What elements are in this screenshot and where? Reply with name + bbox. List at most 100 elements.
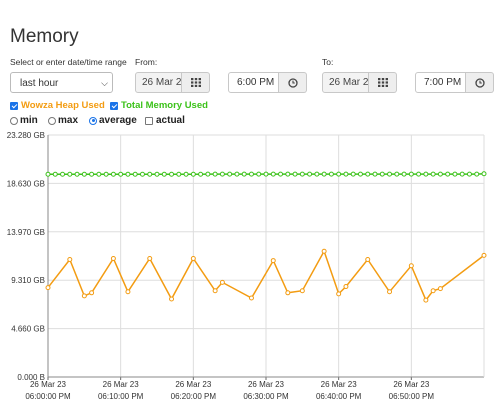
legend-total-toggle[interactable]: Total Memory Used (110, 100, 208, 111)
mode-min-option[interactable]: min (10, 115, 38, 126)
total-memory-used-point (103, 171, 109, 177)
wowza-heap-used-point (67, 257, 73, 263)
mode-average-option[interactable]: average (89, 115, 137, 126)
total-memory-used-point (445, 171, 451, 177)
total-memory-used-point (110, 171, 116, 177)
chevron-down-icon: ⌵ (101, 78, 108, 88)
wowza-heap-used-point (299, 288, 305, 294)
from-calendar-button[interactable] (182, 72, 210, 93)
total-checkbox[interactable] (110, 101, 118, 110)
total-memory-used-point (147, 171, 153, 177)
range-select-value: last hour (20, 78, 59, 89)
total-memory-used-point (60, 171, 66, 177)
wowza-heap-used-point (212, 288, 218, 294)
wowza-heap-used-point (481, 252, 487, 258)
total-memory-used-point (176, 171, 182, 177)
page-title: Memory (10, 26, 79, 47)
y-tick-label: 0.000 B (17, 373, 45, 382)
x-tick-label-time: 06:50:00 PM (389, 392, 435, 401)
total-memory-used-point (474, 171, 480, 177)
mode-max-radio[interactable] (48, 116, 56, 125)
heap-checkbox[interactable] (10, 101, 18, 110)
total-memory-used-point (81, 171, 87, 177)
total-memory-used-point (416, 171, 422, 177)
total-memory-used-point (139, 171, 145, 177)
x-tick-label-date: 26 Mar 23 (103, 380, 140, 389)
total-memory-used-point (328, 171, 334, 177)
total-memory-used-point (67, 171, 73, 177)
total-memory-used-point (52, 171, 58, 177)
y-tick-label: 9.310 GB (11, 276, 45, 285)
wowza-heap-used-point (89, 290, 95, 296)
total-memory-used-point (270, 171, 276, 177)
total-memory-used-point (256, 171, 262, 177)
total-memory-used-point (394, 171, 400, 177)
total-memory-used-point (132, 171, 138, 177)
total-memory-used-point (379, 171, 385, 177)
total-memory-used-point (227, 171, 233, 177)
total-memory-used-point (430, 171, 436, 177)
wowza-heap-used-point (219, 279, 225, 285)
total-memory-used-point (154, 171, 160, 177)
wowza-heap-used-point (437, 286, 443, 292)
total-memory-used-point (96, 171, 102, 177)
total-memory-used-point (423, 171, 429, 177)
x-tick-label-time: 06:00:00 PM (25, 392, 71, 401)
legend-heap-toggle[interactable]: Wowza Heap Used (10, 100, 105, 111)
total-memory-used-point (350, 171, 356, 177)
total-memory-used-point (198, 171, 204, 177)
from-date-input[interactable]: 26 Mar 2 (135, 72, 182, 93)
total-memory-used-point (118, 171, 124, 177)
x-tick-label-date: 26 Mar 23 (248, 380, 285, 389)
total-memory-used-point (336, 171, 342, 177)
x-tick-label-date: 26 Mar 23 (30, 380, 67, 389)
to-time-input[interactable]: 7:00 PM (415, 72, 466, 93)
to-time-button[interactable] (466, 72, 494, 93)
wowza-heap-used-point (423, 297, 429, 303)
total-memory-used-point (357, 171, 363, 177)
total-memory-used-point (343, 171, 349, 177)
wowza-heap-used-point (336, 291, 342, 297)
wowza-heap-used-point (45, 285, 51, 291)
wowza-heap-used-point (248, 295, 254, 301)
mode-max-option[interactable]: max (48, 115, 78, 126)
total-memory-used-point (452, 171, 458, 177)
mode-average-radio[interactable] (89, 116, 97, 125)
calendar-grid-icon (377, 78, 388, 87)
mode-max-label: max (58, 115, 79, 126)
wowza-heap-used-point (285, 290, 291, 296)
wowza-heap-used-point (147, 255, 153, 261)
wowza-heap-used-point (169, 296, 175, 302)
total-memory-used-point (372, 171, 378, 177)
clock-icon (474, 77, 485, 88)
x-tick-label-date: 26 Mar 23 (321, 380, 358, 389)
total-memory-used-point (321, 171, 327, 177)
range-label: Select or enter date/time range (10, 57, 127, 67)
wowza-heap-used-point (321, 248, 327, 254)
mode-actual-checkbox[interactable] (145, 116, 153, 125)
total-memory-used-point (365, 171, 371, 177)
total-memory-used-point (190, 171, 196, 177)
mode-min-radio[interactable] (10, 116, 18, 125)
mode-actual-label: actual (156, 115, 185, 126)
total-memory-used-point (234, 171, 240, 177)
to-calendar-button[interactable] (369, 72, 397, 93)
wowza-heap-used-point (343, 284, 349, 290)
wowza-heap-used-point (430, 288, 436, 294)
total-memory-used-point (307, 171, 313, 177)
x-tick-label-date: 26 Mar 23 (175, 380, 212, 389)
wowza-heap-used-point (365, 257, 371, 263)
mode-actual-option[interactable]: actual (145, 115, 185, 126)
total-memory-used-point (314, 171, 320, 177)
total-memory-used-point (292, 171, 298, 177)
total-memory-used-point (248, 171, 254, 177)
total-memory-used-point (263, 171, 269, 177)
total-memory-used-point (285, 171, 291, 177)
total-memory-used-point (183, 171, 189, 177)
mode-min-label: min (20, 115, 38, 126)
from-time-input[interactable]: 6:00 PM (228, 72, 279, 93)
from-time-button[interactable] (279, 72, 307, 93)
to-date-input[interactable]: 26 Mar 2 (322, 72, 369, 93)
range-select[interactable]: last hour ⌵ (10, 72, 113, 93)
total-memory-used-point (161, 171, 167, 177)
